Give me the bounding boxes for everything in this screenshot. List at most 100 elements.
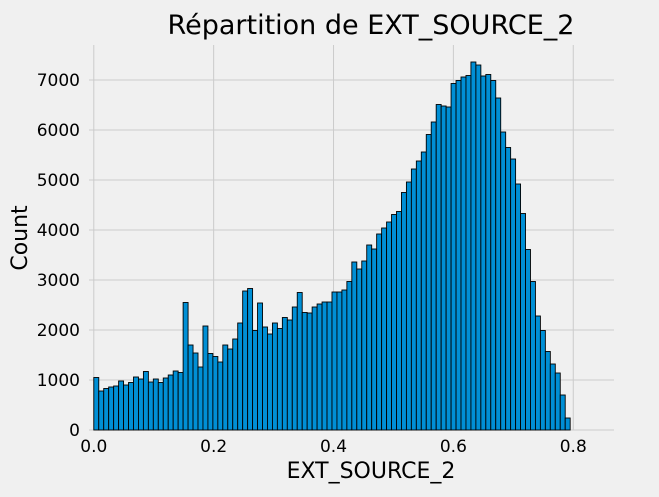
histogram-bar [490, 80, 497, 431]
histogram-bar [386, 221, 392, 431]
histogram-bar [485, 74, 492, 431]
histogram-bar [381, 227, 388, 431]
histogram-bar [113, 385, 120, 431]
histogram-bar [515, 183, 522, 431]
histogram-bar [182, 302, 189, 431]
histogram-bar [301, 312, 308, 431]
x-tick-label: 0.8 [560, 437, 587, 457]
histogram-bar [291, 306, 298, 431]
histogram-bar [401, 192, 407, 431]
histogram-bar [192, 352, 199, 431]
histogram-bar [475, 64, 482, 431]
histogram-bar [500, 131, 507, 431]
histogram-bar [167, 374, 174, 431]
histogram-bar [346, 281, 353, 431]
x-tick-label: 0.6 [440, 437, 467, 457]
histogram-bar [197, 366, 204, 431]
bar-layer [93, 61, 571, 431]
y-tick-label: 5000 [37, 171, 80, 191]
histogram-bar [128, 382, 134, 431]
x-tick-label: 0.0 [80, 437, 107, 457]
histogram-bar [525, 249, 531, 431]
histogram-bar [450, 83, 457, 431]
histogram-bar [371, 248, 378, 431]
histogram-bar [480, 75, 487, 431]
y-tick-label: 6000 [37, 121, 80, 141]
histogram-bar [534, 315, 541, 431]
histogram-bar [93, 377, 100, 431]
histogram-bar [505, 147, 512, 431]
histogram-bar [495, 97, 502, 431]
histogram-bar [405, 181, 412, 431]
histogram-bar [520, 213, 526, 431]
histogram-bar [157, 382, 164, 431]
histogram-bar [435, 104, 442, 431]
x-axis-label: EXT_SOURCE_2 [287, 459, 456, 484]
histogram-bar [172, 370, 179, 431]
histogram-bar [103, 388, 110, 431]
x-tick-label: 0.2 [200, 437, 227, 457]
y-tick-label: 2000 [37, 321, 80, 341]
chart-title: Répartition de EXT_SOURCE_2 [168, 10, 575, 41]
histogram-bar [445, 106, 452, 431]
histogram-bar [410, 168, 417, 431]
histogram-bar [356, 268, 363, 431]
histogram-bar [425, 134, 432, 431]
x-tick-label: 0.4 [320, 437, 347, 457]
histogram-bar [138, 378, 144, 431]
histogram-bar [142, 371, 149, 431]
histogram-bar [530, 281, 536, 431]
histogram-bar [549, 363, 556, 431]
histogram-bar [376, 233, 383, 431]
histogram-bar [147, 381, 154, 431]
histogram-bar [202, 325, 209, 431]
histogram-bar [222, 344, 229, 431]
histogram-bar [118, 380, 125, 431]
histogram-bar [391, 214, 397, 431]
histogram-bar [252, 330, 259, 431]
histogram-bar [108, 386, 115, 431]
histogram-bar [242, 290, 249, 431]
histogram-bar [306, 312, 313, 431]
histogram-bar [430, 121, 437, 431]
y-tick-label: 4000 [37, 221, 80, 241]
y-axis-label: Count [8, 205, 33, 271]
histogram-bar [152, 378, 159, 431]
histogram-bar [420, 151, 427, 431]
histogram-bar [133, 376, 139, 431]
histogram-bar [207, 353, 214, 431]
histogram-bar [227, 348, 234, 431]
y-tick-label: 7000 [37, 71, 80, 91]
histogram-bar [460, 76, 467, 431]
histogram-bar [177, 372, 184, 431]
histogram-bar [539, 330, 546, 431]
y-tick-label: 0 [69, 421, 80, 441]
histogram-bar [564, 417, 571, 431]
histogram-bar [361, 260, 368, 431]
histogram-bar [267, 333, 273, 431]
histogram-bar [554, 372, 561, 431]
histogram-bar [331, 291, 338, 431]
histogram-bar [366, 244, 373, 431]
histogram-bar [123, 384, 129, 431]
histogram-bar [321, 301, 328, 431]
histogram-bar [396, 211, 402, 431]
histogram-bar [544, 351, 551, 431]
histogram-bar [212, 356, 219, 431]
histogram-bar [262, 326, 268, 431]
histogram-bar [311, 306, 318, 431]
histogram-bar [465, 75, 472, 431]
y-tick-label: 3000 [37, 271, 80, 291]
histogram-bar [559, 394, 566, 431]
histogram-bar [326, 301, 333, 431]
histogram-bar [257, 302, 263, 431]
histogram-bar [276, 328, 283, 431]
histogram-bar [336, 291, 343, 431]
tick-layer: 0.0 0.2 0.4 0.6 0.8 0 1000 2000 3000 4000 5000 6000… [37, 71, 587, 457]
histogram-bar [316, 303, 323, 431]
histogram-bar [296, 292, 303, 431]
histogram-bar [217, 361, 224, 431]
histogram-bar [510, 158, 517, 431]
histogram-bar [286, 319, 293, 431]
